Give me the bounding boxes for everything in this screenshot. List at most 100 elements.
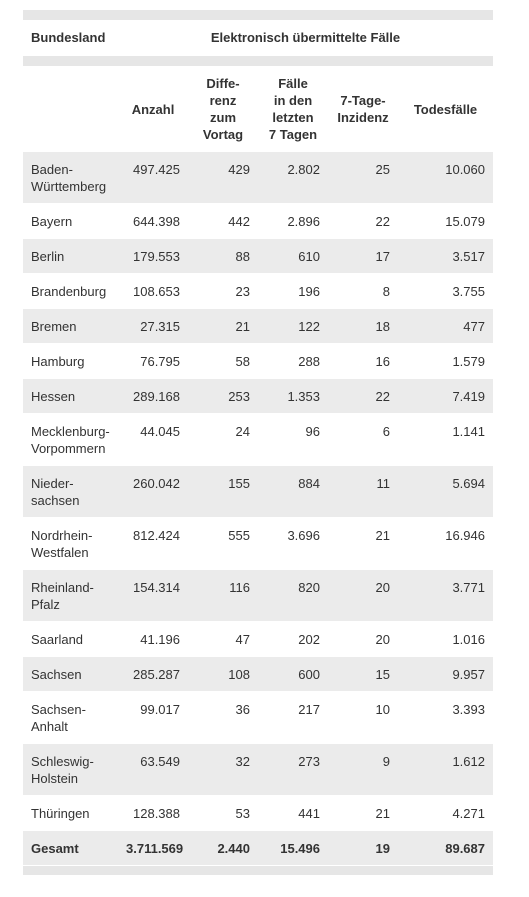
value-cell: 96	[305, 424, 320, 439]
value-cell: 21	[235, 319, 250, 334]
value-cell: 442	[228, 214, 250, 229]
data-row: Hamburg 76.795 58 288 16 1.579	[23, 344, 493, 379]
data-row: Rheinland- Pfalz 154.314 116 820 20 3.771	[23, 570, 493, 622]
value-cell: 20	[375, 632, 390, 647]
data-row: Thüringen 128.388 53 441 21 4.271	[23, 796, 493, 831]
top-band	[23, 10, 493, 20]
text-line: Württemberg	[31, 179, 107, 194]
value-cell: 260.042	[133, 476, 180, 491]
value-cell: 47	[235, 632, 250, 647]
value-cell: 555	[228, 528, 250, 543]
value-cell: 10	[375, 702, 390, 717]
text-line: 7-Tage-	[340, 93, 386, 108]
value-cell: 36	[235, 702, 250, 717]
text-line: Bayern	[31, 214, 73, 229]
value-cell: 32	[235, 754, 250, 769]
value-cell: 820	[298, 580, 320, 595]
value-cell: 2.896	[287, 214, 320, 229]
value-cell: 3.696	[287, 528, 320, 543]
text-line: Anzahl	[131, 101, 175, 117]
value-cell: 3.771	[452, 580, 485, 595]
value-cell: 1.612	[452, 754, 485, 769]
value-cell: 1.141	[452, 424, 485, 439]
value-cell: 15.079	[445, 214, 485, 229]
value-cell: 10.060	[445, 162, 485, 177]
value-cell: 3.755	[452, 284, 485, 299]
text-line: 7 Tagen	[268, 127, 318, 142]
data-row: Hessen 289.168 253 1.353 22 7.419	[23, 379, 493, 414]
total-cell: 15.496	[280, 841, 320, 856]
value-cell: 429	[228, 162, 250, 177]
value-cell: 4.271	[452, 806, 485, 821]
value-cell: 15	[375, 667, 390, 682]
text-line: Saarland	[31, 632, 84, 647]
text-line: Thüringen	[31, 806, 90, 821]
state-name: Rheinland- Pfalz	[23, 570, 118, 621]
value-cell: 600	[298, 667, 320, 682]
header-cell: Todesfälle	[398, 92, 493, 126]
value-cell: 812.424	[133, 528, 180, 543]
state-name: Berlin	[23, 239, 118, 273]
value-cell: 25	[375, 162, 390, 177]
text-line: Todesfälle	[413, 101, 478, 117]
data-row: Sachsen 285.287 108 600 15 9.957	[23, 657, 493, 692]
data-row: Nordrhein- Westfalen 812.424 555 3.696 21 16.9…	[23, 518, 493, 570]
state-name: Baden- Württemberg	[23, 152, 118, 203]
text-line: Hamburg	[31, 354, 85, 369]
value-cell: 477	[463, 319, 485, 334]
text-line: Sachsen-	[31, 702, 86, 717]
total-row: Gesamt 3.711.569 2.440 15.496 19 89.687	[23, 831, 493, 866]
value-cell: 11	[376, 476, 391, 491]
value-cell: 44.045	[140, 424, 180, 439]
text-line: Nordrhein-	[31, 528, 93, 543]
value-cell: 76.795	[140, 354, 180, 369]
data-row: Nieder-sachsen 260.042 155 884 11 5.694	[23, 466, 493, 518]
text-line: Nieder-	[31, 476, 74, 491]
value-cell: 3.393	[452, 702, 485, 717]
value-cell: 24	[235, 424, 250, 439]
text-line: Anhalt	[31, 719, 68, 734]
header-cell: Anzahl	[118, 92, 188, 126]
first-header: Bundesland	[31, 30, 106, 45]
value-cell: 179.553	[133, 249, 180, 264]
total-cell: 2.440	[217, 841, 250, 856]
state-name: Mecklenburg- Vorpommern	[23, 414, 118, 465]
text-line: Inzidenz	[337, 110, 389, 125]
value-cell: 285.287	[133, 667, 180, 682]
value-cell: 3.517	[452, 249, 485, 264]
value-cell: 122	[298, 319, 320, 334]
value-cell: 88	[235, 249, 250, 264]
value-cell: 7.419	[452, 389, 485, 404]
header-cell: 7-Tage- Inzidenz	[328, 83, 398, 134]
header-cell: Fälle in den letzten 7 Tagen	[258, 66, 328, 151]
text-line: Brandenburg	[31, 284, 107, 299]
data-row: Berlin 179.553 88 610 17 3.517	[23, 239, 493, 274]
value-cell: 9	[382, 754, 390, 769]
value-cell: 155	[228, 476, 250, 491]
text-line: Schleswig-	[31, 754, 94, 769]
value-cell: 884	[298, 476, 320, 491]
value-cell: 5.694	[452, 476, 485, 491]
text-line: Diffe-	[206, 76, 240, 91]
value-cell: 16	[375, 354, 390, 369]
total-cell: 89.687	[445, 841, 485, 856]
state-name: Sachsen- Anhalt	[23, 692, 118, 743]
state-name: Thüringen	[23, 796, 118, 830]
value-cell: 289.168	[133, 389, 180, 404]
data-row: Baden- Württemberg 497.425 429 2.802 25 10.060	[23, 152, 493, 204]
text-line: Pfalz	[31, 597, 60, 612]
value-cell: 17	[375, 249, 390, 264]
value-cell: 63.549	[140, 754, 180, 769]
value-cell: 41.196	[140, 632, 180, 647]
data-row: Saarland 41.196 47 202 20 1.016	[23, 622, 493, 657]
value-cell: 58	[235, 354, 250, 369]
value-cell: 273	[298, 754, 320, 769]
state-name: Saarland	[23, 622, 118, 656]
value-cell: 497.425	[133, 162, 180, 177]
bottom-band	[23, 866, 493, 875]
value-cell: 2.802	[287, 162, 320, 177]
value-cell: 1.016	[452, 632, 485, 647]
data-row: Brandenburg 108.653 23 196 8 3.755	[23, 274, 493, 309]
value-cell: 22	[375, 389, 390, 404]
text-line: Westfalen	[31, 545, 89, 560]
